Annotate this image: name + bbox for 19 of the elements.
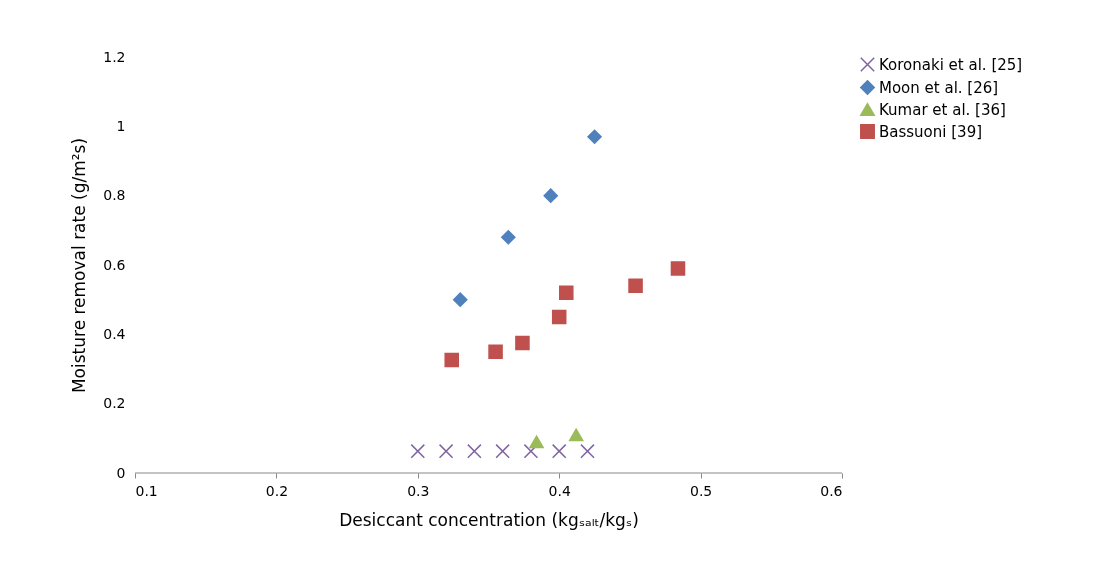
y-tick-label: 0.4 [103,325,126,342]
x-tick-label: 0.6 [820,482,843,499]
legend-label: Koronaki et al. [25] [879,55,1023,74]
y-axis-title: Moisture removal rate (g/m²s) [69,137,90,394]
y-tick-label: 1 [116,117,126,134]
x-axis-title: Desiccant concentration (kgₛₐₗₜ/kgₛ) [339,509,639,530]
legend-label: Moon et al. [26] [879,78,999,97]
x-tick-label: 0.4 [548,482,571,499]
legend-label: Bassuoni [39] [879,122,983,141]
y-tick-label: 0.6 [103,256,126,273]
y-tick-label: 0.8 [103,187,126,204]
x-tick-label: 0.5 [689,482,713,499]
y-tick-label: 0 [116,464,126,481]
legend-label: Kumar et al. [36] [879,100,1006,119]
x-tick-label: 0.1 [135,482,158,499]
y-tick-label: 1.2 [103,48,126,65]
x-tick-label: 0.2 [265,482,289,499]
x-tick-label: 0.3 [407,482,430,499]
y-tick-label: 0.2 [103,395,126,412]
